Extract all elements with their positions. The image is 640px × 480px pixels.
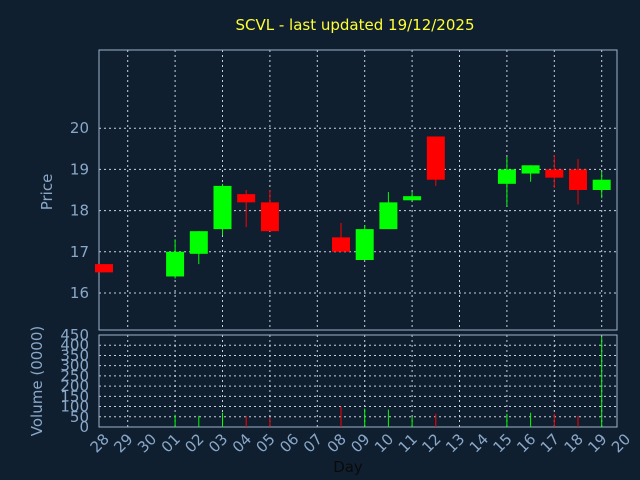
x-tick: 02: [181, 430, 207, 456]
x-tick: 07: [300, 430, 326, 456]
volume-y-tick: 0: [79, 418, 89, 436]
volume-gridlines: [99, 334, 617, 428]
volume-y-tick: 200: [60, 377, 89, 395]
x-tick: 09: [347, 430, 373, 456]
x-tick: 13: [442, 430, 468, 456]
x-tick: 28: [87, 430, 113, 456]
x-tick: 29: [110, 430, 136, 456]
x-tick: 14: [466, 430, 492, 456]
candle-body: [260, 202, 279, 232]
volume-y-tick: 150: [60, 387, 89, 405]
x-tick: 18: [561, 430, 587, 456]
x-tick: 17: [537, 430, 563, 456]
candle-body: [403, 196, 422, 201]
price-y-tick: 19: [70, 160, 89, 178]
price-gridlines: [99, 50, 617, 330]
x-tick-labels: 2829300102030405060708091011121314151617…: [87, 430, 635, 456]
volume-y-tick: 100: [60, 398, 89, 416]
volume-y-axis-label: Volume (0000): [28, 326, 46, 436]
price-plot-frame: [98, 49, 618, 331]
x-tick: 01: [158, 430, 184, 456]
price-y-tick-labels: 16 17 18 19 20: [70, 119, 89, 302]
candle-body: [569, 169, 587, 190]
x-tick: 15: [489, 430, 515, 456]
price-y-axis-label: Price: [38, 174, 56, 211]
volume-y-tick: 450: [60, 326, 89, 344]
x-tick: 11: [395, 430, 421, 456]
x-tick: 03: [205, 430, 231, 456]
candle-body: [355, 229, 374, 260]
volume-y-tick: 350: [60, 346, 89, 364]
candle-body: [166, 251, 185, 277]
price-y-tick: 20: [70, 119, 89, 137]
x-tick: 10: [371, 430, 397, 456]
x-tick: 19: [584, 430, 610, 456]
price-y-tick: 16: [70, 284, 89, 302]
candle-body: [592, 179, 611, 190]
candle-body: [521, 165, 540, 174]
x-tick: 16: [513, 430, 539, 456]
x-tick: 30: [134, 430, 160, 456]
candle-body: [545, 169, 564, 178]
x-axis-label: Day: [333, 458, 363, 476]
x-tick: 04: [229, 430, 255, 456]
candle-body: [379, 202, 398, 230]
candle-body: [237, 194, 256, 203]
x-tick: 08: [324, 430, 350, 456]
candle-body: [213, 185, 232, 230]
price-panel: 16 17 18 19 20 Price: [38, 49, 618, 331]
x-tick: 06: [276, 430, 302, 456]
volume-y-tick: 300: [60, 357, 89, 375]
x-tick: 12: [418, 430, 444, 456]
volume-plot-frame: [98, 334, 618, 428]
x-tick: 20: [608, 430, 634, 456]
price-y-tick: 18: [70, 202, 89, 220]
price-y-tick: 17: [70, 243, 89, 261]
chart-title: SCVL - last updated 19/12/2025: [236, 16, 475, 34]
volume-y-tick: 400: [60, 336, 89, 354]
candle-body: [189, 231, 208, 254]
volume-y-tick: 50: [70, 408, 89, 426]
candle-body: [332, 237, 350, 252]
x-tick: 05: [252, 430, 278, 456]
volume-bars: [174, 337, 603, 427]
candlesticks: [95, 136, 611, 279]
volume-y-tick: 250: [60, 367, 89, 385]
candle-body: [426, 136, 445, 180]
candle-body: [95, 264, 113, 273]
candle-body: [497, 169, 516, 184]
